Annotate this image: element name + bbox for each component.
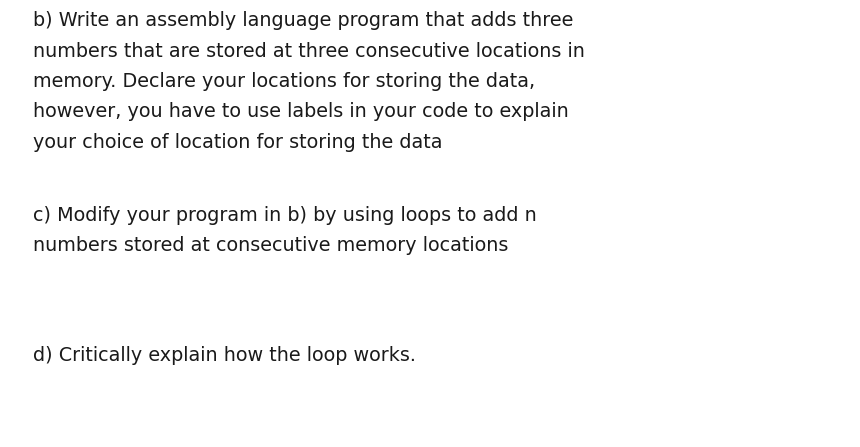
Text: b) Write an assembly language program that adds three: b) Write an assembly language program th… [33,11,573,30]
Text: memory. Declare your locations for storing the data,: memory. Declare your locations for stori… [33,72,535,91]
Text: numbers stored at consecutive memory locations: numbers stored at consecutive memory loc… [33,236,508,255]
Text: your choice of location for storing the data: your choice of location for storing the … [33,133,442,152]
Text: however, you have to use labels in your code to explain: however, you have to use labels in your … [33,102,568,122]
Text: d) Critically explain how the loop works.: d) Critically explain how the loop works… [33,346,415,365]
Text: numbers that are stored at three consecutive locations in: numbers that are stored at three consecu… [33,42,585,61]
Text: c) Modify your program in b) by using loops to add n: c) Modify your program in b) by using lo… [33,206,537,225]
